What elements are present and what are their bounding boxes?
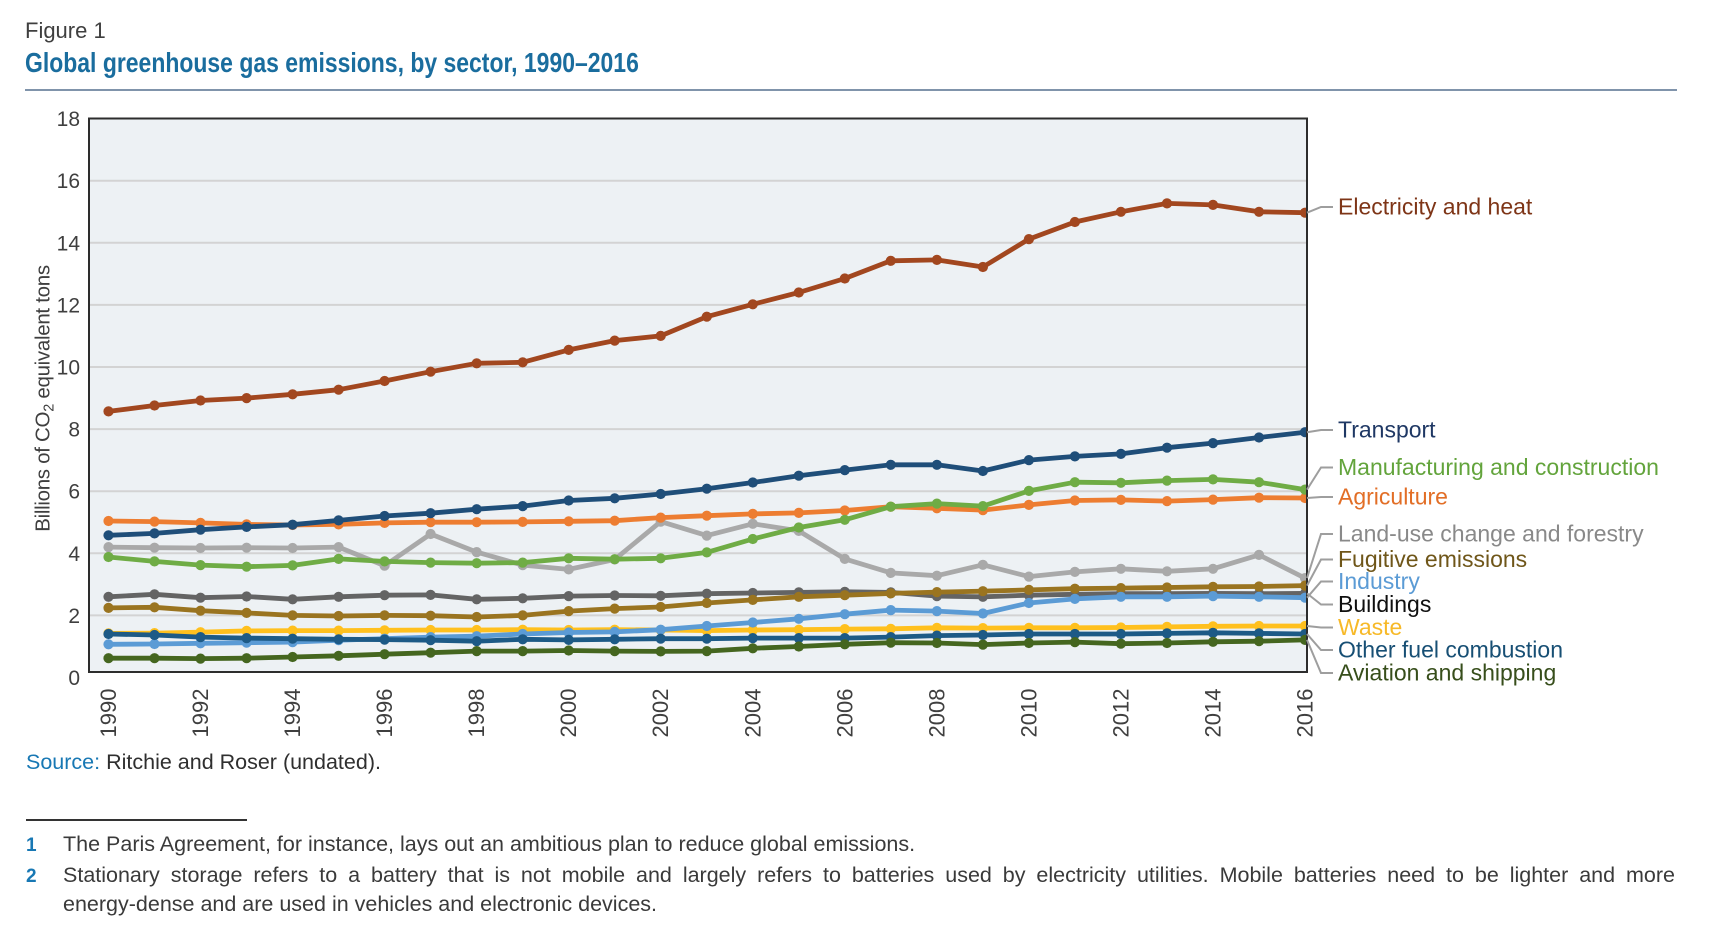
svg-text:1994: 1994 [280,689,305,738]
svg-text:18: 18 [57,108,80,131]
svg-text:2016: 2016 [1293,689,1318,738]
svg-text:Aviation and shipping: Aviation and shipping [1338,660,1556,686]
svg-text:2006: 2006 [832,689,857,738]
svg-text:Land-use change and forestry: Land-use change and forestry [1338,521,1644,547]
svg-text:Buildings: Buildings [1338,591,1431,617]
svg-text:Manufacturing and construction: Manufacturing and construction [1338,454,1659,480]
svg-text:2: 2 [68,605,80,628]
svg-text:0: 0 [68,667,80,690]
svg-text:4: 4 [68,543,80,566]
svg-text:Fugitive emissions: Fugitive emissions [1338,546,1527,572]
svg-text:Electricity and heat: Electricity and heat [1338,194,1533,220]
svg-text:Waste: Waste [1338,614,1402,640]
svg-text:14: 14 [57,232,81,255]
svg-text:2010: 2010 [1016,689,1041,738]
svg-text:2000: 2000 [556,689,581,738]
svg-text:10: 10 [57,357,80,380]
svg-text:2008: 2008 [924,689,949,738]
svg-text:1992: 1992 [188,689,213,738]
svg-text:2012: 2012 [1108,689,1133,738]
svg-text:16: 16 [57,170,80,193]
svg-text:2002: 2002 [648,689,673,738]
svg-text:1998: 1998 [464,689,489,738]
svg-text:Other fuel combustion: Other fuel combustion [1338,637,1563,663]
svg-text:12: 12 [57,294,80,317]
svg-text:Agriculture: Agriculture [1338,484,1448,510]
svg-text:2014: 2014 [1201,689,1226,738]
svg-text:1996: 1996 [372,689,397,738]
svg-text:8: 8 [68,419,80,442]
svg-text:Transport: Transport [1338,417,1436,443]
svg-text:1990: 1990 [96,689,121,738]
svg-text:Industry: Industry [1338,568,1420,594]
svg-text:Billions of CO2 equivalent ton: Billions of CO2 equivalent tons [32,265,58,532]
svg-text:2004: 2004 [740,689,765,738]
svg-text:6: 6 [68,481,80,504]
